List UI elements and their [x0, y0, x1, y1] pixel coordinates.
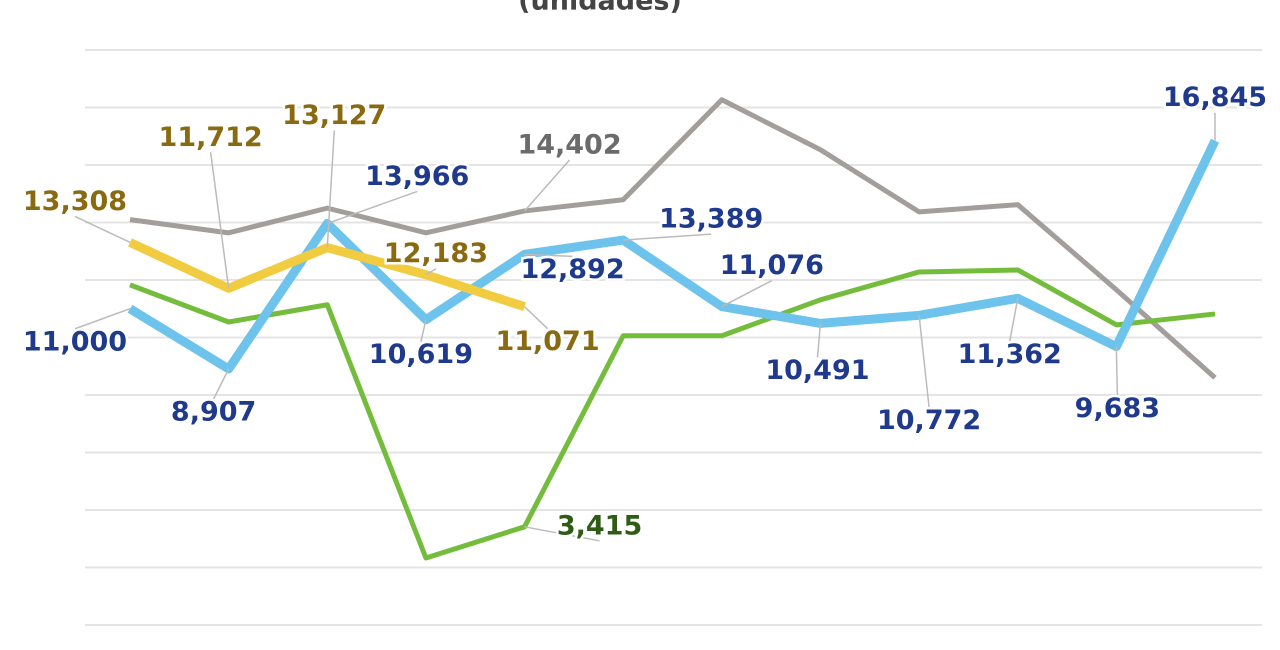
chart-subtitle: (unidades) [518, 0, 682, 17]
data-label: 3,415 [557, 510, 642, 541]
series-line [128, 238, 526, 311]
data-label: 10,619 [369, 339, 473, 370]
leader-line [327, 190, 418, 225]
series-line [127, 138, 1220, 374]
data-label: 13,308 [23, 186, 127, 217]
data-label: 13,127 [282, 100, 386, 131]
data-label: 16,845 [1163, 82, 1267, 113]
leader-line [212, 368, 230, 400]
leader-line [623, 233, 712, 241]
leader-line [74, 308, 131, 330]
leader-line [74, 215, 131, 244]
leader-line [326, 130, 336, 248]
leader-line [524, 526, 600, 542]
data-label: 13,966 [365, 161, 469, 192]
data-label: 13,389 [659, 204, 763, 235]
leader-line [1115, 346, 1119, 396]
leader-line [524, 306, 549, 330]
data-label: 14,402 [517, 129, 621, 160]
data-label: 11,362 [958, 339, 1062, 370]
data-label: 12,892 [520, 254, 624, 285]
data-label: 10,772 [877, 405, 981, 436]
leader-line [209, 152, 230, 289]
data-label: 12,183 [384, 238, 488, 269]
series-line [129, 97, 1217, 380]
leader-line [721, 279, 773, 308]
leader-line [1008, 298, 1019, 342]
data-label: 11,071 [495, 326, 599, 357]
data-label: 10,491 [765, 355, 869, 386]
leader-line [816, 323, 822, 358]
leader-line [523, 159, 571, 212]
data-label: 8,907 [171, 396, 256, 427]
data-label: 11,712 [159, 122, 263, 153]
data-label: 9,683 [1075, 393, 1160, 424]
leader-line [425, 268, 437, 276]
series-line [129, 267, 1216, 561]
leader-line [918, 315, 930, 408]
leader-line [420, 319, 427, 342]
data-label: 11,076 [720, 250, 824, 281]
data-label: 11,000 [23, 326, 127, 357]
leader-line [524, 253, 573, 258]
